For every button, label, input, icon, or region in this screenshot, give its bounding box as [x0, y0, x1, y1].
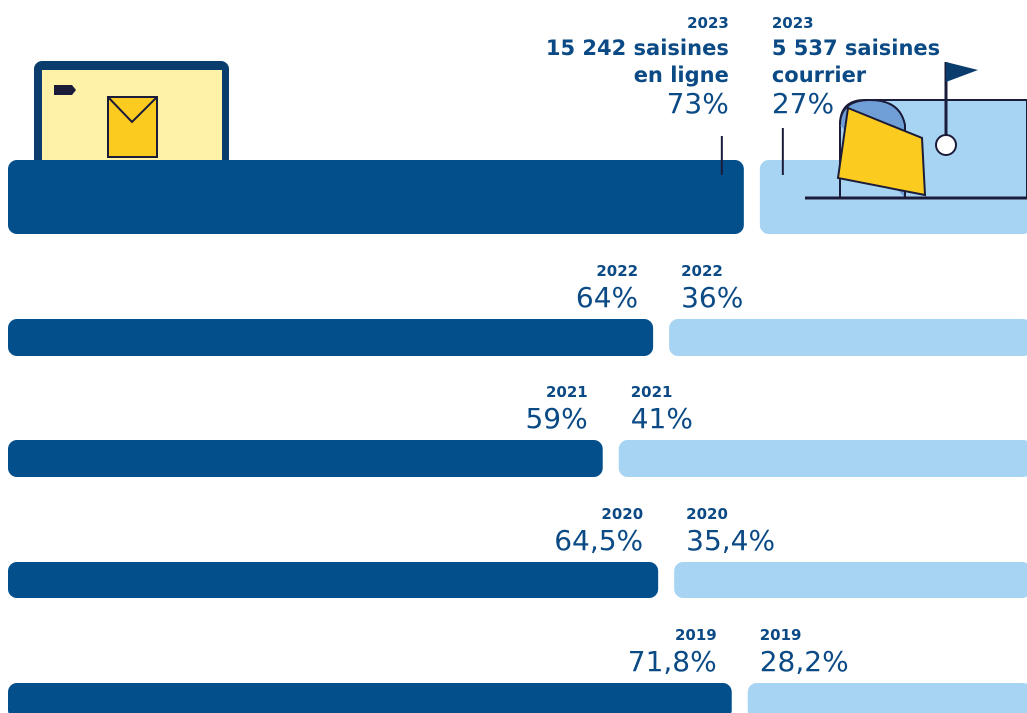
value-label: 36%: [681, 281, 743, 314]
value-label: 41%: [631, 402, 693, 435]
annotation: 15 242 saisines: [546, 36, 729, 60]
bar: [8, 440, 603, 477]
flag: [946, 62, 978, 82]
annotation: 5 537 saisines: [772, 36, 940, 60]
bar: [8, 160, 744, 234]
year-label: 2023: [772, 14, 814, 32]
value-label: 27%: [772, 87, 834, 120]
value-label: 59%: [525, 402, 587, 435]
bar: [669, 319, 1027, 356]
value-label: 73%: [667, 87, 729, 120]
bar: [8, 562, 658, 598]
value-label: 64%: [576, 281, 638, 314]
bar: [748, 683, 1027, 713]
year-label: 2022: [681, 262, 723, 280]
year-label: 2022: [596, 262, 638, 280]
bar: [8, 683, 732, 713]
laptop-mark: [54, 85, 76, 95]
chart: 2023 2023 15 242 saisines en ligne 5 537 sai…: [0, 0, 1027, 713]
value-label: 35,4%: [686, 524, 775, 557]
year-label: 2023: [687, 14, 729, 32]
year-label: 2019: [760, 626, 802, 644]
bar: [674, 562, 1027, 598]
value-label: 28,2%: [760, 645, 849, 678]
value-label: 64,5%: [554, 524, 643, 557]
mailbox-lock: [936, 135, 956, 155]
year-label: 2021: [631, 383, 673, 401]
bar: [8, 319, 653, 356]
year-label: 2020: [601, 505, 643, 523]
annotation: courrier: [772, 63, 867, 87]
bar: [619, 440, 1027, 477]
year-label: 2020: [686, 505, 728, 523]
annotation: en ligne: [634, 63, 729, 87]
year-label: 2021: [546, 383, 588, 401]
year-label: 2019: [675, 626, 717, 644]
value-label: 71,8%: [628, 645, 717, 678]
